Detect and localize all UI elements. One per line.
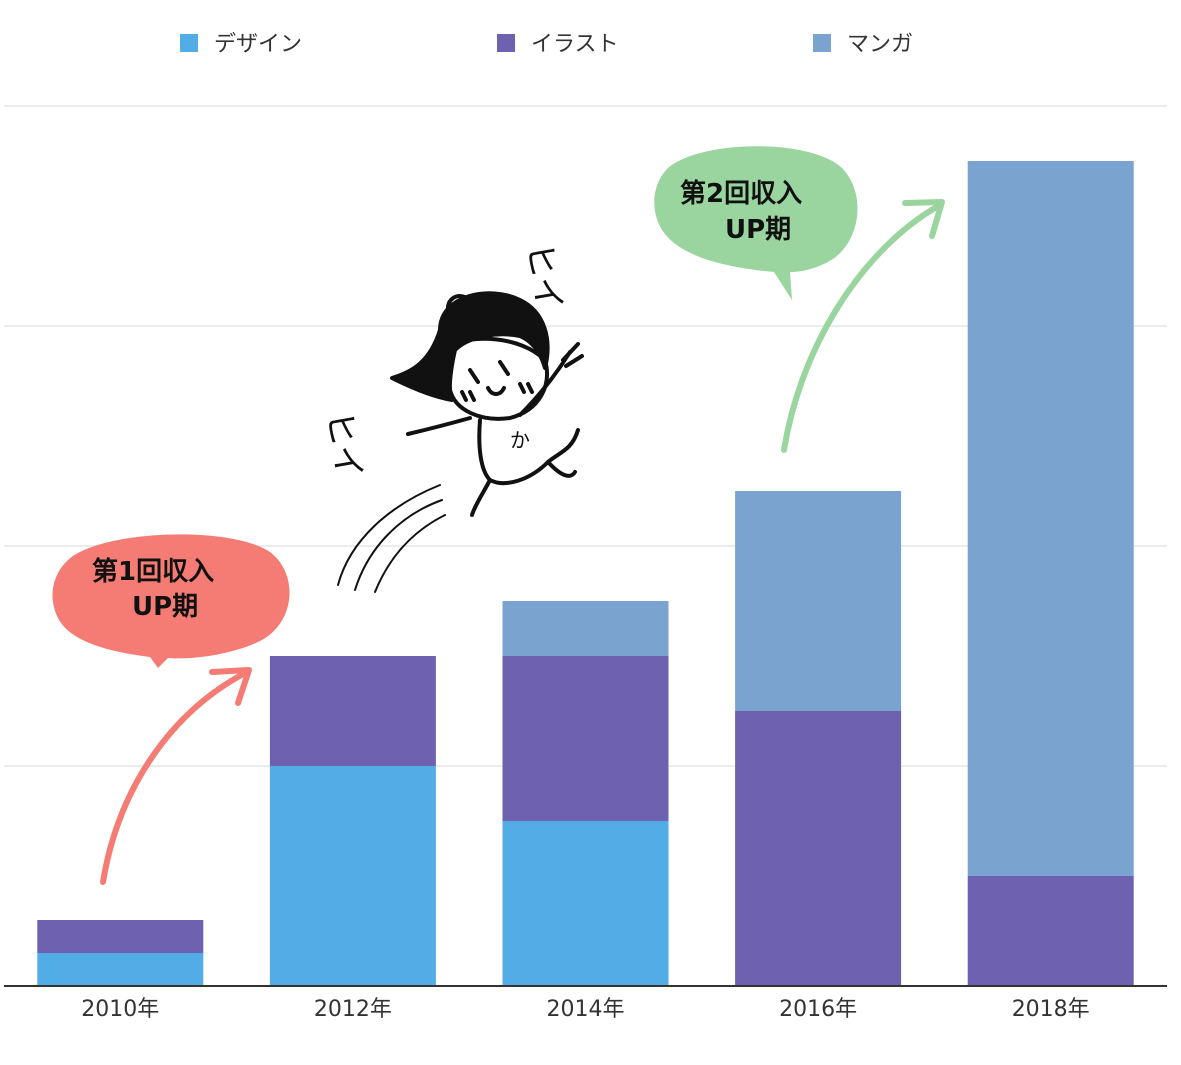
bar-segment-1-1 <box>269 656 436 766</box>
bar-segment-1-0 <box>37 920 204 953</box>
bar-segment-2-3 <box>735 491 902 711</box>
character-shout-left: ヒイ <box>318 408 369 482</box>
bar-segment-0-0 <box>37 953 204 986</box>
first-bubble-shape <box>52 534 290 668</box>
legend-item-manga: マンガ <box>813 32 913 57</box>
second-up-arrow-shaft <box>781 202 943 453</box>
bar-segment-0-1 <box>269 766 436 986</box>
first-speech-bubble: 第1回収入 UP期 <box>52 534 290 668</box>
bar-segment-2-2 <box>502 601 669 656</box>
bars <box>37 161 1134 986</box>
second-bubble-line-2: UP期 <box>725 215 791 245</box>
first-bubble-line-1: 第1回収入 <box>92 556 214 587</box>
character-shirt-text: か <box>510 428 530 452</box>
legend-swatch-design <box>180 34 198 52</box>
x-tick-label: 2016年 <box>779 997 857 1022</box>
character-left-leg <box>470 478 492 517</box>
x-tick-label: 2012年 <box>314 997 392 1022</box>
second-speech-bubble: 第2回収入 UP期 <box>654 146 858 300</box>
character-body <box>477 418 580 486</box>
jumping-character-illustration <box>337 291 584 593</box>
bar-segment-0-2 <box>502 821 669 986</box>
x-tick-label: 2014年 <box>547 997 625 1022</box>
character-mouth <box>486 386 506 396</box>
legend-item-illust: イラスト <box>497 32 619 57</box>
character-left-arm <box>406 416 472 436</box>
character-right-leg <box>546 460 577 478</box>
first-up-arrow-head <box>209 667 252 706</box>
character-hair <box>390 291 550 402</box>
first-up-arrow <box>100 667 252 885</box>
legend-label-manga: マンガ <box>847 32 913 57</box>
bar-segment-1-2 <box>502 656 669 821</box>
second-bubble-line-1: 第2回収入 <box>680 178 802 209</box>
character-right-hand <box>561 342 584 368</box>
legend-label-design: デザイン <box>214 32 302 57</box>
first-up-arrow-shaft <box>100 669 250 885</box>
legend-swatch-manga <box>813 34 831 52</box>
x-tick-label: 2018年 <box>1012 997 1090 1022</box>
first-bubble-line-2: UP期 <box>132 592 198 622</box>
legend-label-illust: イラスト <box>531 32 619 57</box>
legend: デザイン イラスト マンガ <box>180 32 913 57</box>
x-tick-label: 2010年 <box>81 997 159 1022</box>
legend-swatch-illust <box>497 34 515 52</box>
motion-lines <box>337 484 446 593</box>
character-eyes <box>468 360 510 384</box>
bar-segment-1-3 <box>735 711 902 986</box>
character-hair-ahoge <box>446 294 472 320</box>
x-axis-ticks: 2010年 2012年 2014年 2016年 2018年 <box>81 997 1089 1022</box>
character-cheeks <box>460 382 534 402</box>
bar-segment-2-4 <box>967 161 1134 876</box>
second-bubble-shape <box>654 146 858 300</box>
bar-segment-1-4 <box>967 876 1134 986</box>
character-face <box>446 336 549 421</box>
second-up-arrow-head <box>902 199 945 239</box>
second-up-arrow <box>781 199 945 453</box>
legend-item-design: デザイン <box>180 32 302 57</box>
